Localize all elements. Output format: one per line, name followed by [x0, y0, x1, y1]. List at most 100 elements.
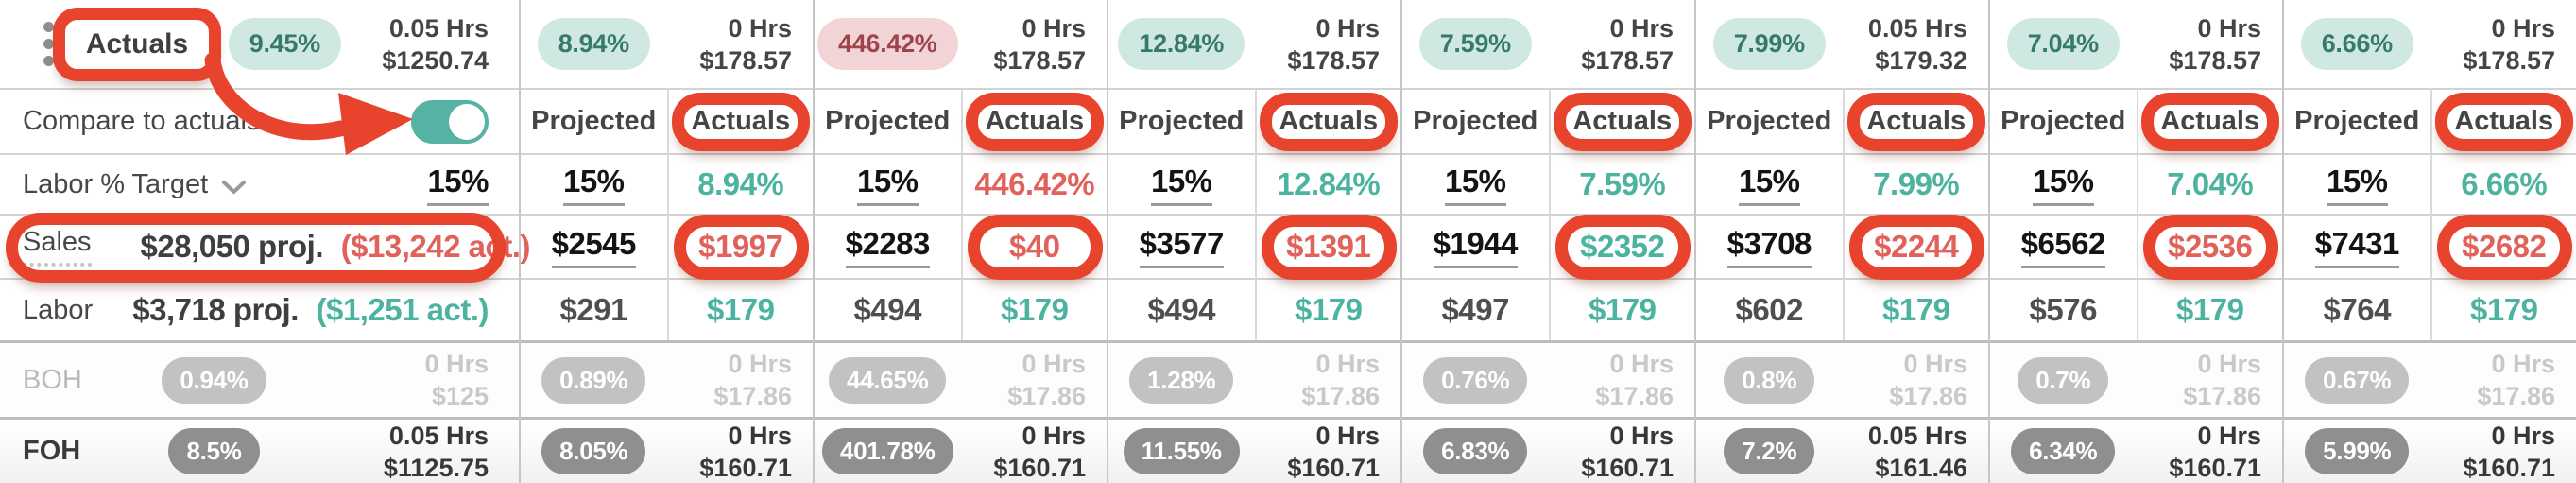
foh-percent-badge: 11.55%: [1123, 428, 1240, 474]
foh-cell: 5.99% 0 Hrs $160.71: [2284, 417, 2576, 483]
projected-column-header: Projected: [815, 88, 961, 153]
sales-projected[interactable]: $6562: [2020, 226, 2105, 268]
labor-actual: $179: [1001, 292, 1069, 327]
labor-target-projected[interactable]: 15%: [2326, 164, 2388, 206]
projected-column-header: Projected: [1696, 88, 1843, 153]
compare-to-actuals-toggle[interactable]: [411, 99, 489, 144]
labor-target-projected[interactable]: 15%: [1444, 164, 1506, 206]
foh-cell: 11.55% 0 Hrs $160.71: [1108, 417, 1400, 483]
labor-label: Labor: [23, 294, 94, 325]
labor-actual: $179: [707, 292, 775, 327]
amount-value: $178.57: [2463, 45, 2555, 75]
drag-handle-icon[interactable]: [43, 22, 54, 66]
boh-cell: 0.89% 0 Hrs $17.86: [521, 340, 813, 417]
labor-target-label[interactable]: Labor % Target: [23, 168, 209, 199]
labor-target-actual: 12.84%: [1277, 166, 1381, 201]
foh-percent-badge: 6.83%: [1423, 428, 1528, 474]
foh-percent-badge: 8.5%: [168, 428, 260, 474]
hours-value: 0 Hrs: [2491, 13, 2555, 43]
summary-panel: Actuals 9.45% 0.05 Hrs $1250.74 Compare …: [0, 0, 530, 483]
sales-projected-cell: $3577: [1108, 214, 1255, 278]
labor-target-projected-cell: 15%: [1108, 153, 1255, 214]
hours-value: 0 Hrs: [1609, 13, 1674, 43]
sales-actual-cell: $1391: [1254, 214, 1400, 280]
labor-target-projected-cell: 15%: [2284, 153, 2430, 214]
boh-hours-amount: 0 Hrs $17.86: [713, 350, 792, 410]
summary-header-row: Actuals 9.45% 0.05 Hrs $1250.74: [0, 0, 519, 88]
labor-target-row: Labor % Target 15%: [0, 153, 519, 214]
labor-target-projected[interactable]: 15%: [856, 164, 919, 206]
sales-actual: $40: [1008, 229, 1060, 264]
sales-projected[interactable]: $3708: [1726, 226, 1812, 268]
boh-percent-badge: 0.7%: [2018, 356, 2109, 404]
labor-percent-badge: 7.04%: [2006, 18, 2120, 70]
boh-percent-badge: 44.65%: [829, 356, 947, 404]
foh-cell: 8.05% 0 Hrs $160.71: [521, 417, 813, 483]
chevron-down-icon[interactable]: [221, 180, 247, 196]
labor-actual-cell: $179: [1842, 278, 1988, 340]
labor-target-projected[interactable]: 15%: [1738, 164, 1800, 206]
foh-cell: 7.2% 0.05 Hrs $161.46: [1696, 417, 1988, 483]
actuals-column-header: Actuals: [2430, 88, 2576, 153]
labor-target-projected[interactable]: 15%: [2032, 164, 2094, 206]
sales-actual: $2352: [1580, 229, 1665, 264]
boh-hours-amount: 0 Hrs $17.86: [2477, 350, 2555, 410]
projected-column-header: Projected: [2284, 88, 2430, 153]
boh-cell: 0.67% 0 Hrs $17.86: [2284, 340, 2576, 417]
labor-target-value[interactable]: 15%: [427, 164, 489, 206]
sales-row: Sales $28,050 proj. ($13,242 act.): [0, 213, 530, 283]
amount-value: $178.57: [2169, 45, 2261, 75]
labor-target-projected[interactable]: 15%: [1150, 164, 1212, 206]
labor-percent-badge: 6.66%: [2300, 18, 2413, 70]
labor-target-projected-cell: 15%: [521, 153, 667, 214]
sales-projected-cell: $1944: [1402, 214, 1549, 278]
boh-percent-badge: 0.8%: [1724, 356, 1815, 404]
compare-row: Compare to actuals: [0, 88, 519, 153]
sales-projected-cell: $6562: [1990, 214, 2137, 278]
actuals-mode-chip[interactable]: Actuals: [53, 7, 221, 81]
sales-actual-cell: $2352: [1548, 214, 1694, 280]
foh-percent-badge: 5.99%: [2305, 428, 2410, 474]
day-header-cell: 12.84% 0 Hrs $178.57: [1108, 0, 1400, 88]
foh-cell: 401.78% 0 Hrs $160.71: [815, 417, 1107, 483]
sales-projected-total: $28,050 proj.: [140, 229, 324, 264]
labor-projected: $494: [1147, 292, 1216, 327]
day-column: 6.66% 0 Hrs $178.57 Projected Actuals 15…: [2282, 0, 2576, 483]
sales-projected[interactable]: $2283: [845, 226, 930, 268]
labor-actual-cell: $179: [2430, 278, 2576, 340]
foh-hours-amount: 0 Hrs $160.71: [993, 421, 1086, 482]
sales-actual-cell: $2536: [2136, 214, 2282, 280]
hours-amount: 0 Hrs $178.57: [1549, 12, 1695, 77]
labor-target-projected-cell: 15%: [1990, 153, 2137, 214]
sales-projected-cell: $2283: [815, 214, 961, 278]
hours-amount: 0 Hrs $178.57: [2137, 12, 2283, 77]
labor-target-actual-cell: 6.66%: [2430, 153, 2576, 214]
labor-target-projected-cell: 15%: [1402, 153, 1549, 214]
hours-value: 0.05 Hrs: [388, 13, 489, 43]
toggle-knob: [449, 103, 485, 140]
sales-projected[interactable]: $3577: [1139, 226, 1224, 268]
foh-hours-amount: 0.05 Hrs $1125.75: [383, 421, 489, 482]
labor-projected: $497: [1441, 292, 1510, 327]
sales-label[interactable]: Sales: [23, 227, 92, 267]
labor-target-projected-cell: 15%: [1696, 153, 1843, 214]
labor-target-projected[interactable]: 15%: [562, 164, 625, 206]
sales-projected[interactable]: $2545: [551, 226, 636, 268]
amount-value: $178.57: [993, 45, 1086, 75]
sales-projected[interactable]: $7431: [2314, 226, 2399, 268]
sales-actual-cell: $1997: [666, 214, 813, 280]
foh-hours-amount: 0 Hrs $160.71: [2169, 421, 2261, 482]
sales-actual: $1997: [698, 229, 783, 264]
boh-percent-badge: 0.89%: [541, 356, 646, 404]
labor-projected: $602: [1735, 292, 1804, 327]
day-header-cell: 6.66% 0 Hrs $178.57: [2284, 0, 2576, 88]
sales-actual-total: ($13,242 act.): [340, 229, 531, 264]
labor-target-actual-cell: 12.84%: [1254, 153, 1400, 214]
labor-actual-cell: $179: [666, 278, 813, 340]
labor-projected-cell: $602: [1696, 278, 1843, 340]
sales-projected[interactable]: $1944: [1433, 226, 1518, 268]
labor-projected-cell: $494: [815, 278, 961, 340]
day-column: 12.84% 0 Hrs $178.57 Projected Actuals 1…: [1107, 0, 1400, 483]
sales-projected-cell: $7431: [2284, 214, 2430, 278]
labor-percent-badge: 446.42%: [817, 18, 958, 70]
